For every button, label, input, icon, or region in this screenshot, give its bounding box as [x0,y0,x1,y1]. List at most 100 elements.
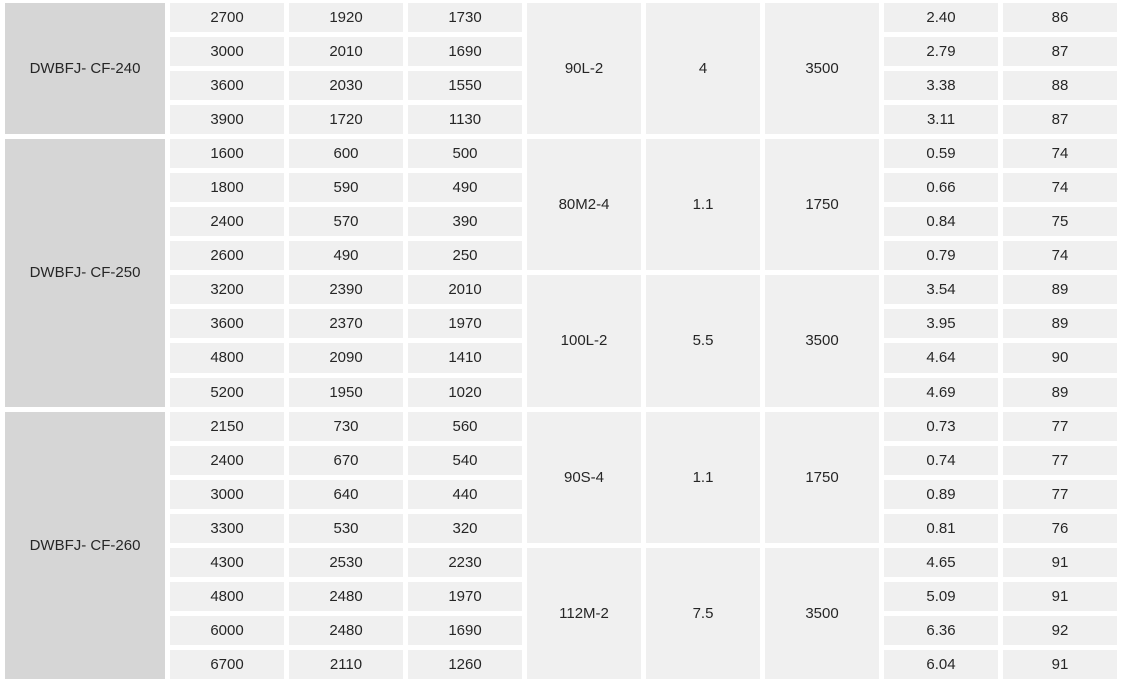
model-cell: DWBFJ- CF-250 [5,139,165,407]
shaft-power-cell: 0.74 [884,445,998,475]
airflow-cell: 4800 [170,581,284,611]
efficiency-cell: 76 [1003,513,1117,543]
shaft-power-cell: 6.36 [884,615,998,645]
airflow-cell: 2400 [170,445,284,475]
motor-model-cell: 90S-4 [527,411,641,543]
shaft-power-cell: 3.95 [884,309,998,339]
airflow-cell: 3600 [170,309,284,339]
pressure-cell: 2010 [289,37,403,67]
pressure-cell: 1950 [289,377,403,407]
model-cell: DWBFJ- CF-240 [5,3,165,135]
pressure-cell: 540 [408,445,522,475]
shaft-power-cell: 0.59 [884,139,998,169]
pressure-cell: 1720 [289,105,403,135]
shaft-power-cell: 4.69 [884,377,998,407]
pressure-cell: 250 [408,241,522,271]
shaft-power-cell: 3.38 [884,71,998,101]
motor-power-cell: 5.5 [646,275,760,407]
model-cell: DWBFJ- CF-260 [5,411,165,679]
airflow-cell: 6700 [170,649,284,679]
airflow-cell: 2700 [170,3,284,33]
pressure-cell: 2530 [289,547,403,577]
table-row: 2400 570 390 0.84 75 [5,207,1117,237]
pressure-cell: 1970 [408,309,522,339]
efficiency-cell: 88 [1003,71,1117,101]
shaft-power-cell: 6.04 [884,649,998,679]
motor-model-cell: 100L-2 [527,275,641,407]
pressure-cell: 2090 [289,343,403,373]
efficiency-cell: 77 [1003,479,1117,509]
efficiency-cell: 89 [1003,309,1117,339]
shaft-power-cell: 3.11 [884,105,998,135]
shaft-power-cell: 3.54 [884,275,998,305]
airflow-cell: 3300 [170,513,284,543]
pressure-cell: 1550 [408,71,522,101]
table-row: 3300 530 320 0.81 76 [5,513,1117,543]
pressure-cell: 490 [289,241,403,271]
pressure-cell: 570 [289,207,403,237]
shaft-power-cell: 2.79 [884,37,998,67]
table-row: 2400 670 540 0.74 77 [5,445,1117,475]
airflow-cell: 1600 [170,139,284,169]
table-row: 3600 2370 1970 3.95 89 [5,309,1117,339]
efficiency-cell: 74 [1003,241,1117,271]
efficiency-cell: 74 [1003,139,1117,169]
motor-model-cell: 90L-2 [527,3,641,135]
pressure-cell: 1730 [408,3,522,33]
pressure-cell: 1020 [408,377,522,407]
airflow-cell: 4800 [170,343,284,373]
efficiency-cell: 90 [1003,343,1117,373]
motor-model-cell: 112M-2 [527,547,641,679]
airflow-cell: 2600 [170,241,284,271]
airflow-cell: 2150 [170,411,284,441]
pressure-cell: 640 [289,479,403,509]
pressure-cell: 2230 [408,547,522,577]
shaft-power-cell: 0.79 [884,241,998,271]
pressure-cell: 670 [289,445,403,475]
shaft-power-cell: 0.73 [884,411,998,441]
motor-speed-cell: 3500 [765,3,879,135]
pressure-cell: 1130 [408,105,522,135]
table-row: 3000 2010 1690 2.79 87 [5,37,1117,67]
pressure-cell: 530 [289,513,403,543]
table-row: DWBFJ- CF-260 2150 730 560 90S-4 1.1 1750 0.73 7… [5,411,1117,679]
table-row: 5200 1950 1020 4.69 89 [5,377,1117,407]
pressure-cell: 1410 [408,343,522,373]
shaft-power-cell: 5.09 [884,581,998,611]
pressure-cell: 490 [408,173,522,203]
efficiency-cell: 89 [1003,377,1117,407]
shaft-power-cell: 0.81 [884,513,998,543]
pressure-cell: 2370 [289,309,403,339]
pressure-cell: 2030 [289,71,403,101]
shaft-power-cell: 0.84 [884,207,998,237]
spec-table-body: DWBFJ- CF-240 2700 1920 1730 90L-2 4 3500 2.40 8… [5,3,1117,679]
efficiency-cell: 87 [1003,37,1117,67]
efficiency-cell: 89 [1003,275,1117,305]
pressure-cell: 2010 [408,275,522,305]
pressure-cell: 1920 [289,3,403,33]
pressure-cell: 1260 [408,649,522,679]
motor-speed-cell: 1750 [765,411,879,543]
pressure-cell: 1690 [408,37,522,67]
motor-speed-cell: 3500 [765,547,879,679]
pressure-cell: 1970 [408,581,522,611]
table-row: 4800 2090 1410 4.64 90 [5,343,1117,373]
pressure-cell: 2480 [289,581,403,611]
efficiency-cell: 75 [1003,207,1117,237]
airflow-cell: 1800 [170,173,284,203]
airflow-cell: 3600 [170,71,284,101]
airflow-cell: 3200 [170,275,284,305]
efficiency-cell: 77 [1003,445,1117,475]
pressure-cell: 560 [408,411,522,441]
shaft-power-cell: 2.40 [884,3,998,33]
efficiency-cell: 91 [1003,581,1117,611]
efficiency-cell: 92 [1003,615,1117,645]
pressure-cell: 320 [408,513,522,543]
pressure-cell: 2110 [289,649,403,679]
table-row: 2600 490 250 0.79 74 [5,241,1117,271]
airflow-cell: 2400 [170,207,284,237]
pressure-cell: 590 [289,173,403,203]
table-row: 4800 2480 1970 5.09 91 [5,581,1117,611]
